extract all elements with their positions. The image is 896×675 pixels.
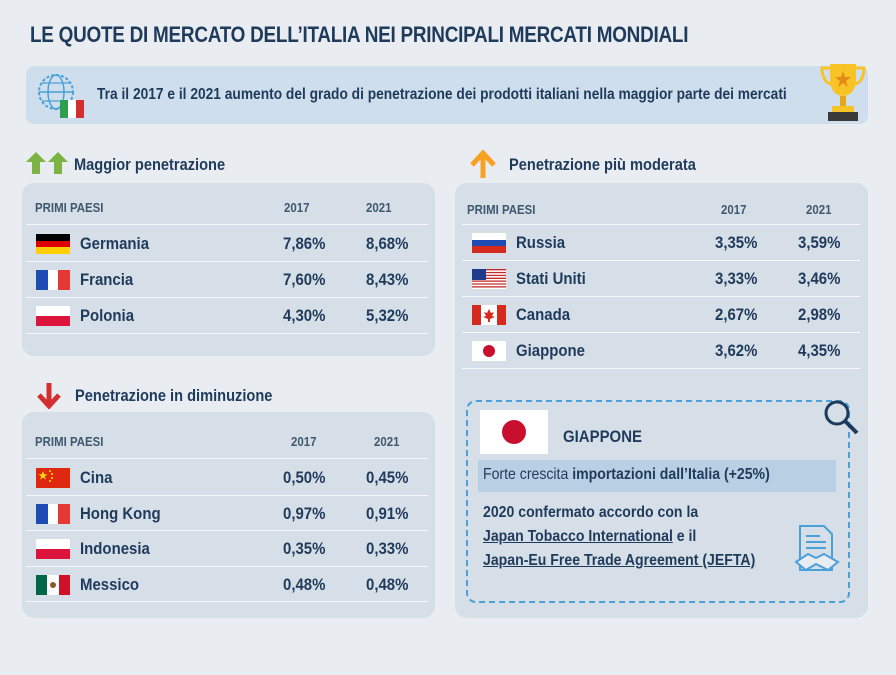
table-row: Cina 0,50% 0,45% bbox=[26, 460, 428, 496]
arrow-down-red-icon bbox=[37, 383, 61, 409]
arrow-up-orange-icon bbox=[470, 150, 496, 178]
card-maggior bbox=[22, 183, 435, 356]
double-arrow-up-green-icon bbox=[26, 152, 68, 174]
value-2021: 0,91% bbox=[366, 503, 409, 523]
country-name: Messico bbox=[80, 574, 140, 594]
value-2017: 3,35% bbox=[715, 233, 758, 252]
value-2021: 8,43% bbox=[366, 270, 409, 289]
col-header-country: PRIMI PAESI bbox=[35, 434, 104, 449]
header-divider bbox=[462, 224, 860, 225]
value-2021: 3,46% bbox=[798, 269, 841, 288]
col-header-2021: 2021 bbox=[366, 200, 392, 215]
link-jefta[interactable]: Japan-Eu Free Trade Agreement (JEFTA) bbox=[483, 552, 756, 569]
country-name: Indonesia bbox=[80, 539, 150, 558]
col-header-2021: 2021 bbox=[374, 434, 400, 449]
flag-mx-icon bbox=[36, 574, 70, 595]
table-row: Polonia 4,30% 5,32% bbox=[26, 298, 428, 334]
country-name: Stati Uniti bbox=[516, 269, 586, 288]
value-2021: 2,98% bbox=[798, 305, 841, 324]
card-diminuzione bbox=[22, 412, 435, 618]
section-title-moderata: Penetrazione più moderata bbox=[509, 155, 696, 174]
table-row: Germania 7,86% 8,68% bbox=[26, 226, 428, 262]
japan-flag bbox=[480, 410, 548, 454]
japan-highlight-text: Forte crescita importazioni dall’Italia … bbox=[483, 466, 770, 483]
value-2017: 7,60% bbox=[283, 270, 326, 289]
table-row: Canada 2,67% 2,98% bbox=[462, 297, 860, 333]
japan-highlight bbox=[478, 460, 836, 492]
japan-line-3: Japan-Eu Free Trade Agreement (JEFTA) bbox=[483, 552, 755, 570]
table-row: Giappone 3,62% 4,35% bbox=[462, 333, 860, 369]
flag-pl-icon bbox=[36, 539, 70, 559]
flag-fr-icon bbox=[36, 270, 70, 290]
value-2017: 7,86% bbox=[283, 234, 326, 253]
value-2017: 0,48% bbox=[283, 574, 326, 594]
value-2017: 0,97% bbox=[283, 503, 326, 523]
value-2021: 0,45% bbox=[366, 468, 409, 487]
section-title-diminuzione: Penetrazione in diminuzione bbox=[75, 386, 273, 405]
value-2021: 3,59% bbox=[798, 233, 841, 252]
summary-banner bbox=[26, 66, 868, 124]
table-row: Messico 0,48% 0,48% bbox=[26, 567, 428, 602]
col-header-country: PRIMI PAESI bbox=[35, 200, 104, 215]
value-2021: 4,35% bbox=[798, 341, 841, 360]
col-header-2017: 2017 bbox=[721, 202, 747, 217]
flag-fr-icon bbox=[36, 503, 70, 524]
japan-flag-sun bbox=[502, 420, 526, 444]
japan-line-1: 2020 confermato accordo con la bbox=[483, 504, 699, 521]
value-2021: 5,32% bbox=[366, 306, 409, 325]
flag-de-icon bbox=[36, 234, 70, 254]
flag-cn-icon bbox=[36, 468, 70, 488]
col-header-2021: 2021 bbox=[806, 202, 832, 217]
flag-pl-icon bbox=[36, 306, 70, 326]
magnifier-icon bbox=[824, 400, 859, 435]
country-name: Hong Kong bbox=[80, 503, 161, 523]
flag-us-icon bbox=[472, 269, 506, 289]
japan-line-2: Japan Tobacco International e il bbox=[483, 528, 697, 545]
page-title: LE QUOTE DI MERCATO DELL’ITALIA NEI PRIN… bbox=[30, 22, 689, 47]
banner-text: Tra il 2017 e il 2021 aumento del grado … bbox=[97, 86, 787, 103]
col-header-2017: 2017 bbox=[284, 200, 310, 215]
country-name: Polonia bbox=[80, 306, 135, 325]
link-japan-tobacco[interactable]: Japan Tobacco International bbox=[483, 528, 673, 545]
table-row: Russia 3,35% 3,59% bbox=[462, 225, 860, 261]
japan-callout bbox=[466, 400, 850, 603]
value-2017: 3,33% bbox=[715, 269, 758, 288]
table-row: Indonesia 0,35% 0,33% bbox=[26, 531, 428, 567]
section-title-maggior: Maggior penetrazione bbox=[74, 155, 226, 174]
table-row: Hong Kong 0,97% 0,91% bbox=[26, 496, 428, 531]
value-2017: 3,62% bbox=[715, 341, 758, 360]
globe-italy-flag-icon bbox=[38, 74, 84, 118]
country-name: Cina bbox=[80, 468, 113, 487]
country-name: Russia bbox=[516, 233, 566, 252]
value-2017: 2,67% bbox=[715, 305, 758, 324]
value-2017: 0,50% bbox=[283, 468, 326, 487]
flag-ca-icon bbox=[472, 305, 506, 325]
value-2021: 0,48% bbox=[366, 574, 409, 594]
value-2021: 8,68% bbox=[366, 234, 409, 253]
value-2021: 0,33% bbox=[366, 539, 409, 558]
header-divider bbox=[26, 224, 428, 225]
value-2017: 0,35% bbox=[283, 539, 326, 558]
agreement-document-icon bbox=[794, 525, 840, 572]
table-row: Stati Uniti 3,33% 3,46% bbox=[462, 261, 860, 297]
header-divider bbox=[26, 458, 428, 459]
japan-title: GIAPPONE bbox=[563, 427, 642, 446]
trophy-icon bbox=[820, 64, 866, 121]
flag-jp-icon bbox=[472, 341, 506, 361]
country-name: Germania bbox=[80, 234, 150, 253]
col-header-country: PRIMI PAESI bbox=[467, 202, 536, 217]
flag-ru-icon bbox=[472, 233, 506, 253]
value-2017: 4,30% bbox=[283, 306, 326, 325]
country-name: Giappone bbox=[516, 341, 585, 360]
country-name: Canada bbox=[516, 305, 571, 324]
country-name: Francia bbox=[80, 270, 134, 289]
col-header-2017: 2017 bbox=[291, 434, 317, 449]
table-row: Francia 7,60% 8,43% bbox=[26, 262, 428, 298]
